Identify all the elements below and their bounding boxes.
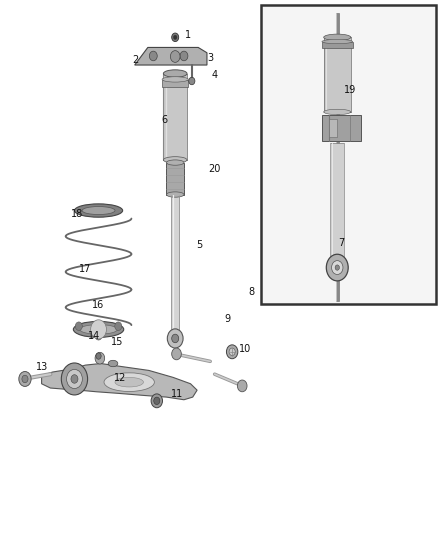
Text: 4: 4 — [212, 70, 218, 79]
Text: 18: 18 — [71, 209, 83, 219]
Bar — [162, 79, 188, 86]
Bar — [171, 195, 179, 338]
Circle shape — [229, 348, 235, 356]
Circle shape — [154, 397, 160, 405]
Text: 3: 3 — [207, 53, 213, 62]
Text: 7: 7 — [339, 238, 345, 247]
Text: 14: 14 — [88, 331, 100, 341]
Circle shape — [19, 372, 31, 386]
Ellipse shape — [322, 39, 353, 44]
Bar — [330, 143, 344, 259]
Text: 10: 10 — [239, 344, 251, 354]
Bar — [336, 13, 339, 301]
Text: 19: 19 — [344, 85, 357, 94]
Ellipse shape — [324, 109, 351, 115]
Circle shape — [151, 394, 162, 408]
Circle shape — [332, 261, 343, 274]
Ellipse shape — [166, 160, 184, 165]
Circle shape — [180, 51, 188, 61]
Circle shape — [149, 51, 157, 61]
Text: 16: 16 — [92, 300, 105, 310]
Circle shape — [226, 345, 238, 359]
Text: 2: 2 — [133, 55, 139, 64]
Bar — [322, 42, 353, 48]
Ellipse shape — [104, 373, 154, 391]
Circle shape — [172, 334, 179, 343]
Text: 6: 6 — [161, 115, 167, 125]
Ellipse shape — [163, 70, 187, 77]
Circle shape — [61, 363, 88, 395]
Circle shape — [91, 320, 106, 339]
Text: 8: 8 — [249, 287, 255, 297]
Text: 9: 9 — [225, 314, 231, 324]
Bar — [322, 115, 361, 141]
Circle shape — [170, 51, 180, 62]
Text: 15: 15 — [111, 337, 124, 347]
Bar — [324, 37, 351, 112]
Circle shape — [172, 348, 181, 360]
Ellipse shape — [73, 321, 124, 337]
Text: 17: 17 — [79, 264, 92, 274]
Text: 12: 12 — [114, 374, 127, 383]
Circle shape — [115, 322, 122, 330]
Ellipse shape — [324, 34, 351, 41]
Text: 20: 20 — [208, 165, 221, 174]
Circle shape — [326, 254, 348, 281]
Circle shape — [173, 35, 177, 39]
Bar — [329, 119, 337, 137]
Circle shape — [71, 375, 78, 383]
Ellipse shape — [115, 377, 143, 387]
Circle shape — [22, 375, 28, 383]
Bar — [166, 163, 184, 195]
Ellipse shape — [74, 204, 123, 217]
Ellipse shape — [80, 325, 117, 334]
Ellipse shape — [166, 192, 184, 197]
Bar — [261, 5, 436, 304]
Circle shape — [172, 33, 179, 42]
Circle shape — [237, 380, 247, 392]
Ellipse shape — [163, 157, 187, 163]
Circle shape — [189, 77, 195, 85]
Text: 1: 1 — [185, 30, 191, 39]
Circle shape — [67, 369, 82, 389]
Circle shape — [335, 265, 339, 270]
Ellipse shape — [82, 207, 115, 215]
Polygon shape — [42, 364, 197, 400]
Text: 5: 5 — [196, 240, 202, 250]
Circle shape — [75, 322, 82, 330]
Text: 13: 13 — [35, 362, 48, 372]
Bar — [163, 74, 187, 160]
Circle shape — [95, 332, 102, 340]
Text: 11: 11 — [171, 390, 184, 399]
Polygon shape — [135, 47, 207, 65]
Circle shape — [167, 329, 183, 348]
Circle shape — [95, 352, 105, 364]
Ellipse shape — [108, 360, 118, 367]
Ellipse shape — [162, 77, 188, 82]
Circle shape — [96, 353, 101, 359]
